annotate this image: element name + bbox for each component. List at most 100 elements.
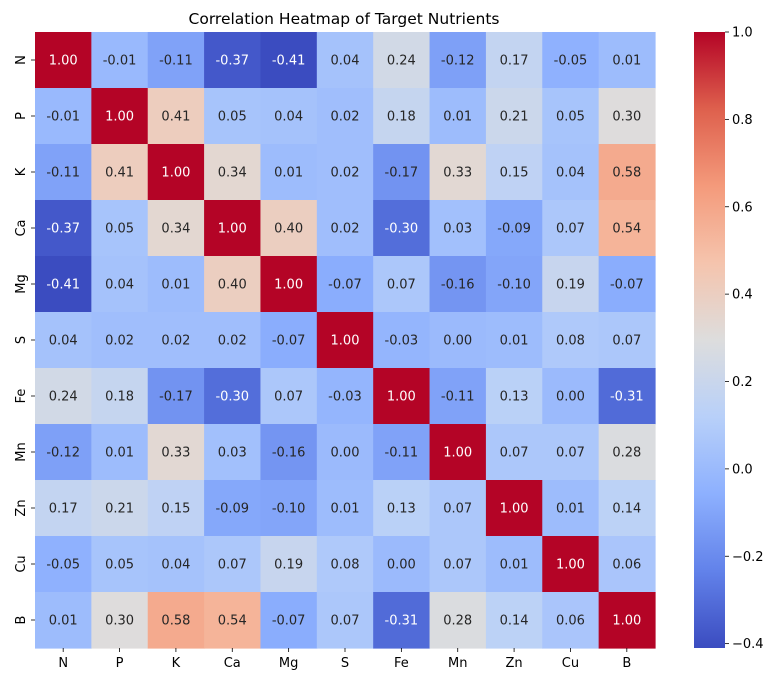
heatmap-cell xyxy=(485,88,543,145)
heatmap-cell xyxy=(91,592,149,649)
cell-value-label: 0.07 xyxy=(500,446,529,461)
heatmap-cell xyxy=(316,536,374,593)
heatmap-cell xyxy=(91,312,149,369)
cell-value-label: -0.11 xyxy=(159,54,193,69)
x-axis: N P K Ca Mg S Fe Mn Zn Cu B xyxy=(58,648,631,671)
y-tick-label: N xyxy=(14,55,29,65)
heatmap-cell xyxy=(147,32,205,89)
cell-value-label: 0.00 xyxy=(556,390,585,405)
heatmap-cell xyxy=(91,144,149,201)
heatmap-cell xyxy=(35,256,92,313)
cell-value-label: -0.11 xyxy=(46,166,80,181)
heatmap-cell xyxy=(373,480,431,537)
cell-value-label: 0.01 xyxy=(556,502,585,517)
cell-value-label: 0.28 xyxy=(612,446,641,461)
heatmap-cell xyxy=(598,536,656,593)
heatmap-cell xyxy=(260,536,318,593)
cell-value-label: 0.14 xyxy=(612,502,641,517)
heatmap-cell xyxy=(542,592,600,649)
y-tick-label: Fe xyxy=(14,389,29,404)
heatmap-cell xyxy=(542,32,600,89)
cell-value-label: 0.33 xyxy=(161,446,190,461)
heatmap-cell xyxy=(316,480,374,537)
cell-value-label: 0.24 xyxy=(49,390,78,405)
heatmap-cell xyxy=(35,200,92,257)
cell-value-label: 0.28 xyxy=(443,614,472,629)
heatmap-cell xyxy=(316,144,374,201)
cell-value-label: 0.54 xyxy=(218,614,247,629)
heatmap-cell xyxy=(485,480,543,537)
cell-value-label: 0.06 xyxy=(556,614,585,629)
heatmap-cell xyxy=(485,424,543,481)
colorbar-gradient xyxy=(694,32,725,648)
cell-value-label: 0.13 xyxy=(500,390,529,405)
heatmap-cell xyxy=(35,480,92,537)
heatmap-cell xyxy=(260,200,318,257)
cell-value-label: 0.02 xyxy=(161,334,190,349)
heatmap-cell xyxy=(91,32,149,89)
heatmap-cell xyxy=(429,200,487,257)
cell-value-label: 0.02 xyxy=(105,334,134,349)
colorbar-tick-label: 0.8 xyxy=(732,113,753,128)
heatmap-cell xyxy=(542,88,600,145)
heatmap-cell xyxy=(485,32,543,89)
cell-value-label: 0.14 xyxy=(500,614,529,629)
heatmap-cell xyxy=(91,368,149,425)
heatmap-cell xyxy=(598,88,656,145)
cell-value-label: -0.10 xyxy=(272,502,306,517)
heatmap-cell xyxy=(204,312,262,369)
cell-value-label: 0.54 xyxy=(612,222,641,237)
y-tick-label: Mn xyxy=(14,442,29,461)
cell-value-label: -0.10 xyxy=(497,278,531,293)
cell-value-label: 0.02 xyxy=(331,110,360,125)
cell-value-label: 0.02 xyxy=(331,222,360,237)
cell-value-label: -0.09 xyxy=(215,502,249,517)
heatmap-cell xyxy=(316,256,374,313)
heatmap-cell xyxy=(260,88,318,145)
heatmap-cell xyxy=(260,592,318,649)
cell-value-label: 0.21 xyxy=(105,502,134,517)
cell-value-label: 1.00 xyxy=(556,558,585,573)
heatmap-cell xyxy=(485,368,543,425)
heatmap-cell xyxy=(485,536,543,593)
heatmap-cell xyxy=(542,144,600,201)
heatmap-cell xyxy=(485,592,543,649)
colorbar-tick-label: 0.2 xyxy=(732,375,753,390)
cell-value-label: 0.24 xyxy=(387,54,416,69)
heatmap-cell xyxy=(373,424,431,481)
heatmap-cell xyxy=(429,256,487,313)
y-axis: N P K Ca Mg S Fe Mn Zn Cu B xyxy=(14,55,35,624)
cell-value-label: 0.34 xyxy=(161,222,190,237)
heatmap-cell xyxy=(598,368,656,425)
heatmap-cell xyxy=(35,592,92,649)
heatmap-cell xyxy=(147,480,205,537)
cell-value-label: -0.41 xyxy=(272,54,306,69)
x-tick-label: P xyxy=(116,656,124,671)
cell-value-label: 0.00 xyxy=(331,446,360,461)
heatmap-cell xyxy=(91,424,149,481)
cell-value-label: 0.07 xyxy=(556,222,585,237)
cell-value-label: 0.58 xyxy=(612,166,641,181)
cell-value-label: -0.17 xyxy=(159,390,193,405)
heatmap-cell xyxy=(429,592,487,649)
cell-value-label: -0.01 xyxy=(46,110,80,125)
heatmap-cell xyxy=(260,32,318,89)
cell-value-label: 0.01 xyxy=(49,614,78,629)
x-tick-label: S xyxy=(341,656,349,671)
heatmap-cell xyxy=(260,368,318,425)
heatmap-cell xyxy=(598,592,656,649)
heatmap-cell xyxy=(373,256,431,313)
cell-value-label: -0.05 xyxy=(554,54,588,69)
y-tick-label: S xyxy=(14,336,29,344)
cell-value-label: 0.30 xyxy=(612,110,641,125)
heatmap-cell xyxy=(316,312,374,369)
heatmap-cell xyxy=(542,256,600,313)
heatmap-cell xyxy=(260,480,318,537)
colorbar-tick-label: −0.2 xyxy=(732,550,764,565)
cell-value-label: -0.16 xyxy=(441,278,475,293)
cell-value-label: -0.07 xyxy=(610,278,644,293)
heatmap-cell xyxy=(204,424,262,481)
heatmap-cell xyxy=(373,88,431,145)
heatmap-cell xyxy=(35,32,92,89)
cell-value-label: -0.07 xyxy=(328,278,362,293)
